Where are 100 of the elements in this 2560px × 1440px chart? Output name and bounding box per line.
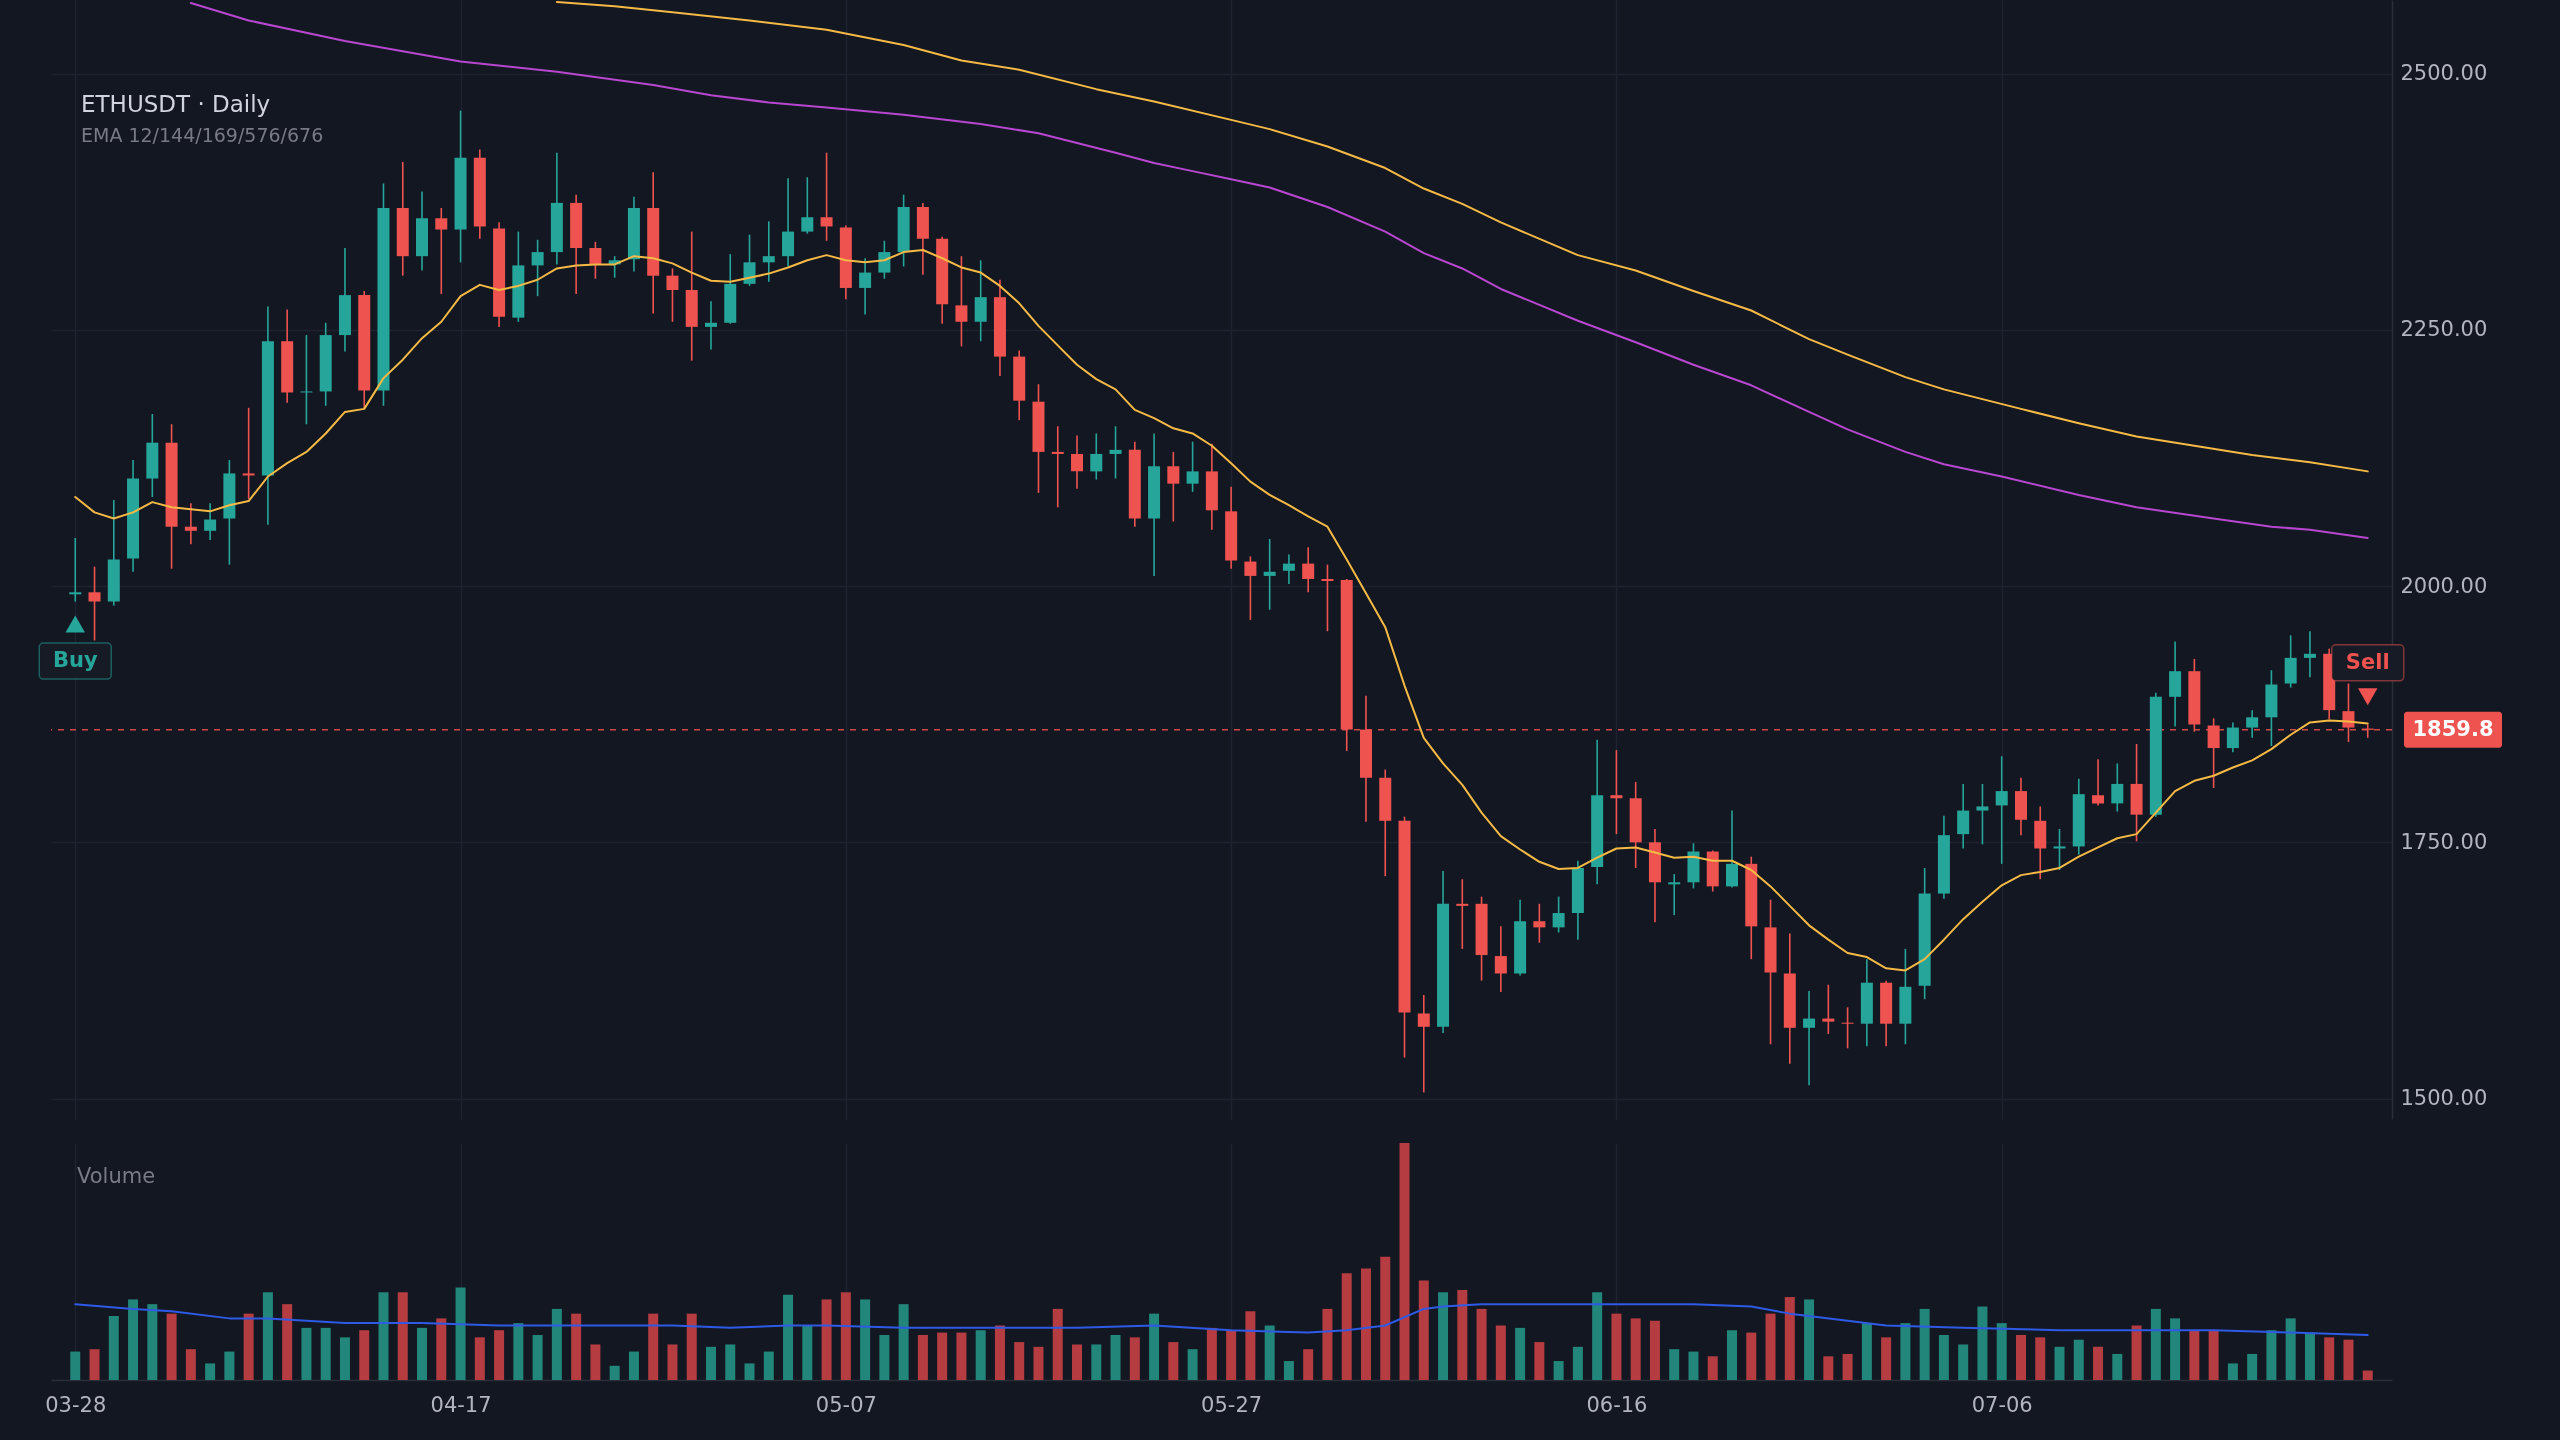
candlestick [1995,755,2008,865]
annotation: Sell [2345,649,2390,674]
bar [532,1334,543,1380]
x-tick-label: 07-06 [1971,1392,2033,1417]
bar [1033,1346,1044,1380]
bar [1072,1344,1083,1380]
bar [1919,1308,1930,1380]
bar [1977,1306,1988,1380]
bar [1187,1349,1198,1380]
bar [1438,1292,1449,1380]
candlestick [1976,783,1989,846]
bar [1746,1332,1757,1380]
bar [1418,1280,1429,1380]
candlestick [1090,432,1103,481]
candlestick [762,220,775,283]
bar [417,1327,428,1380]
bar [1360,1268,1371,1380]
bar [975,1330,986,1380]
bar [1457,1289,1468,1380]
bar [1264,1325,1275,1380]
candlestick [955,255,968,348]
bar [686,1313,697,1380]
bar [2285,1318,2296,1380]
candlestick [878,240,891,280]
bar [744,1363,755,1380]
candlestick [666,267,679,323]
candlestick [1957,783,1970,850]
bar [474,1337,485,1380]
candlestick [743,233,756,287]
text: EMA 12/144/169/576/676 [81,124,324,146]
bar [860,1299,871,1380]
bar [937,1332,948,1380]
bar [1804,1299,1815,1380]
bar [1129,1337,1140,1380]
bar [2324,1337,2335,1380]
bar [1958,1344,1969,1380]
bar [2112,1353,2123,1380]
bar [898,1304,909,1380]
candlestick [1109,425,1122,480]
y-tick-label: 2250.00 [2400,317,2488,342]
candlestick [1726,809,1739,889]
candlestick [1263,538,1276,611]
bar [166,1313,177,1380]
bar [205,1363,216,1380]
candlestick [1610,749,1623,835]
bar [89,1349,100,1380]
candlestick [184,502,197,545]
candlestick [531,238,544,297]
bar [2015,1334,2026,1380]
bar [282,1304,293,1380]
bar [1495,1325,1506,1380]
bar [1842,1353,1853,1380]
bar [378,1292,389,1380]
candlestick [801,176,814,235]
annotation: Buy [52,648,98,673]
bar [840,1292,851,1380]
text: ETHUSDT · Daily [81,91,271,117]
bar [2150,1308,2161,1380]
candlestick [300,334,313,426]
candlestick [2303,630,2316,679]
candlestick [1668,873,1681,916]
bar [802,1325,813,1380]
x-tick-label: 05-27 [1201,1392,1263,1417]
candlestick [1186,440,1199,493]
candlestick [1321,563,1334,633]
bar [1707,1356,1718,1380]
ref-line-label: 1859.8 [2412,716,2494,741]
bar [1669,1349,1680,1380]
bar [590,1344,601,1380]
bar [455,1287,466,1380]
bar [1572,1346,1583,1380]
candlestick [435,207,448,295]
bar [763,1351,774,1380]
bar [339,1337,350,1380]
candlestick [820,151,833,242]
candlestick [69,537,82,603]
bar [70,1351,81,1380]
bar [551,1308,562,1380]
bar [1322,1308,1333,1380]
bar [879,1334,890,1380]
bar [2247,1353,2258,1380]
bar [1341,1273,1352,1380]
bar [571,1313,582,1380]
bar [1380,1256,1391,1380]
y-tick-label: 1500.00 [2400,1086,2488,1111]
candlestick [1302,546,1315,594]
bar [320,1327,331,1380]
bar [224,1351,235,1380]
candlestick [1533,903,1546,944]
bar [1861,1323,1872,1380]
candlestick [589,241,602,280]
bar [1091,1344,1102,1380]
bar [513,1323,524,1380]
x-tick-label: 06-16 [1586,1392,1648,1417]
bar [609,1365,620,1380]
bar [917,1334,928,1380]
bar [648,1313,659,1380]
bar [628,1351,639,1380]
candlestick [88,565,101,642]
y-tick-label: 2000.00 [2400,573,2488,598]
